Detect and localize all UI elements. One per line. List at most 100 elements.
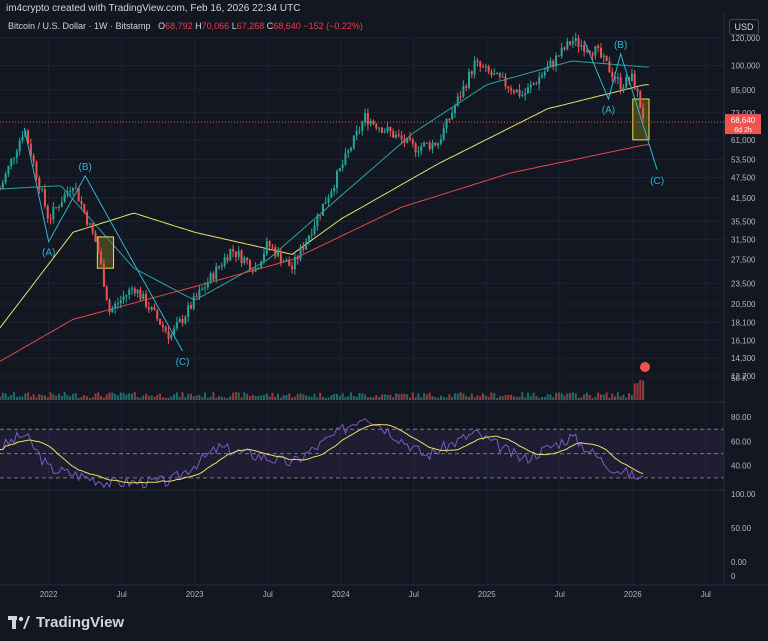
volume-bar: [108, 392, 111, 400]
wave-label: (A): [42, 248, 55, 259]
volume-bar: [614, 396, 617, 400]
candle-body: [173, 328, 176, 335]
rsi-line: [0, 417, 644, 489]
volume-bar: [246, 393, 249, 400]
candle-body: [389, 126, 392, 132]
volume-bar: [218, 396, 221, 400]
candles: [0, 32, 645, 344]
candle-body: [510, 88, 513, 91]
volume-bar: [10, 395, 13, 400]
candle-body: [215, 266, 218, 280]
wave-label: (B): [614, 40, 627, 51]
candle-body: [625, 76, 628, 88]
volume-bar: [524, 397, 527, 400]
symbol-name: Bitcoin / U.S. Dollar · 1W · Bitstamp: [8, 21, 151, 31]
volume-bar: [389, 394, 392, 400]
candle-body: [507, 86, 510, 89]
volume-bar: [271, 392, 274, 400]
price-tick-label: 47,500: [731, 173, 756, 182]
candle-body: [201, 288, 204, 290]
candle-body: [358, 130, 361, 132]
price-chart[interactable]: (A) (B) (C) (A) (B) (C) 120,000 100,000 85,000 7…: [0, 0, 768, 605]
candle-body: [100, 252, 103, 264]
candle-body: [630, 73, 633, 82]
volume-bar: [116, 395, 119, 400]
volume-bar: [636, 383, 639, 400]
candle-body: [125, 294, 128, 297]
candle-body: [583, 45, 586, 52]
currency-button[interactable]: USD: [729, 19, 759, 35]
volume-bar: [282, 395, 285, 400]
highlight-box: [96, 236, 115, 269]
candle-body: [128, 289, 131, 295]
volume-bar: [229, 396, 232, 400]
candle-body: [184, 316, 187, 323]
volume-bar: [147, 395, 150, 400]
volume-bar: [178, 396, 181, 400]
low-value: 67,268: [236, 21, 265, 31]
volume-bar: [591, 397, 594, 400]
candle-body: [271, 246, 274, 248]
volume-bar: [541, 397, 544, 400]
candle-body: [88, 223, 91, 225]
candle-body: [285, 259, 288, 262]
volume-bar: [153, 397, 156, 400]
candle-body: [420, 146, 423, 152]
candle-body: [411, 139, 414, 144]
candle-body: [195, 296, 198, 298]
candle-body: [642, 107, 645, 119]
candle-body: [605, 55, 608, 62]
volume-bar: [352, 396, 355, 400]
tradingview-logo[interactable]: TradingView: [8, 614, 124, 631]
volume-bar: [156, 394, 159, 400]
candle-body: [372, 120, 375, 124]
candle-body: [448, 118, 451, 120]
candle-body: [240, 250, 243, 264]
volume-bar: [102, 397, 105, 400]
volume-bar: [175, 392, 178, 400]
candle-body: [310, 234, 313, 236]
candle-body: [226, 257, 229, 261]
candle-body: [15, 151, 18, 158]
candle-body: [198, 289, 201, 298]
volume-bar: [549, 394, 552, 400]
price-tick-label: 41,500: [731, 194, 756, 203]
volume-bar: [605, 392, 608, 400]
volume-bar: [198, 394, 201, 400]
volume-bar: [622, 394, 625, 400]
volume-bar: [330, 395, 333, 400]
volume-bar: [560, 393, 563, 400]
news-icon: [639, 362, 650, 372]
candle-body: [268, 241, 271, 247]
candle-body: [338, 168, 341, 172]
volume-bar: [456, 393, 459, 400]
candle-body: [175, 322, 178, 329]
volume-bar: [510, 394, 513, 400]
candle-body: [498, 72, 501, 77]
candle-body: [97, 241, 100, 253]
candle-body: [597, 46, 600, 49]
candle-body: [409, 137, 412, 140]
volume-bar: [66, 395, 69, 400]
volume-bar: [69, 396, 72, 400]
moving-averages: [0, 60, 649, 362]
volume-bar: [74, 393, 77, 400]
volume-bar: [7, 396, 10, 400]
volume-bar: [583, 394, 586, 400]
volume-bar: [254, 395, 257, 400]
volume-bar: [487, 396, 490, 400]
volume-bar: [580, 397, 583, 400]
candle-body: [394, 134, 397, 138]
candle-body: [7, 165, 10, 174]
candle-body: [439, 139, 442, 144]
volume-axis-label: 50 K: [731, 374, 748, 383]
volume-bar: [24, 393, 27, 400]
volume-bar: [479, 396, 482, 400]
candle-body: [546, 66, 549, 72]
volume-bar: [313, 393, 316, 400]
elliott-waves: (A) (B) (C) (A) (B) (C): [23, 40, 664, 368]
candle-body: [307, 235, 310, 242]
candle-body: [580, 45, 583, 47]
candle-body: [526, 87, 529, 94]
volume-bar: [192, 395, 195, 400]
